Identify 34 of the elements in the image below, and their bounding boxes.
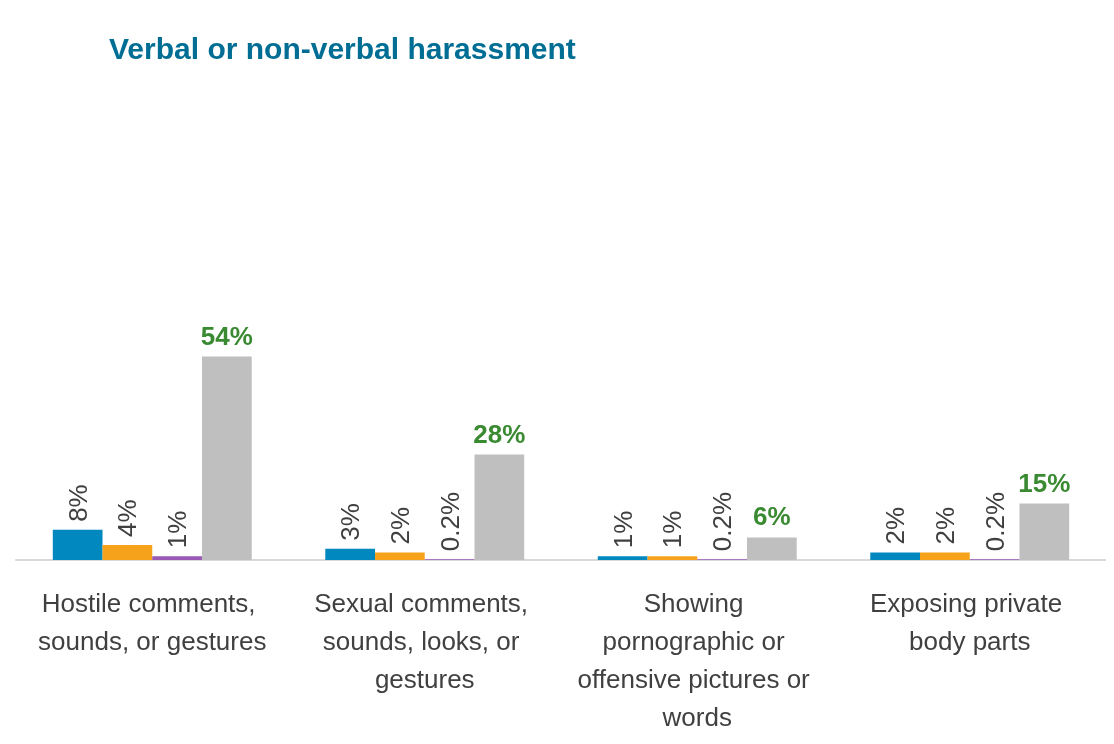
bar bbox=[746, 537, 797, 560]
bar bbox=[375, 552, 425, 560]
x-tick-label: Hostile comments, sounds, or gestures bbox=[38, 588, 267, 656]
data-label: 0.2% bbox=[707, 491, 738, 552]
data-label: 1% bbox=[657, 510, 688, 549]
bar bbox=[102, 544, 153, 560]
bar bbox=[597, 556, 648, 560]
data-label: 1% bbox=[607, 510, 638, 549]
x-tick-label: Exposing private body parts bbox=[870, 588, 1070, 656]
bar bbox=[647, 556, 698, 560]
data-label: 54% bbox=[200, 320, 253, 351]
x-tick-label: Showing pornographic or offensive pictures or words bbox=[577, 588, 817, 732]
bar bbox=[325, 548, 376, 560]
bar bbox=[1019, 503, 1070, 560]
chart-title: Verbal or non-verbal harassment bbox=[109, 31, 576, 65]
data-label: 3% bbox=[335, 503, 366, 541]
data-label: 6% bbox=[753, 501, 791, 532]
bar bbox=[870, 552, 921, 560]
bar bbox=[920, 552, 970, 560]
data-label: 2% bbox=[929, 506, 960, 545]
data-label: 8% bbox=[62, 484, 93, 522]
data-label: 28% bbox=[473, 418, 526, 449]
data-label: 0.2% bbox=[434, 491, 465, 552]
data-label: 2% bbox=[880, 506, 911, 545]
bar bbox=[201, 356, 252, 560]
data-label: 4% bbox=[112, 499, 143, 537]
data-label: 15% bbox=[1018, 467, 1071, 498]
x-tick-label: Sexual comments, sounds, looks, or gestures bbox=[314, 588, 536, 694]
data-label: 0.2% bbox=[979, 491, 1010, 552]
data-label: 1% bbox=[162, 510, 193, 549]
data-label: 2% bbox=[384, 506, 415, 545]
bar bbox=[474, 454, 525, 560]
bar bbox=[152, 556, 202, 560]
bar bbox=[52, 529, 103, 560]
